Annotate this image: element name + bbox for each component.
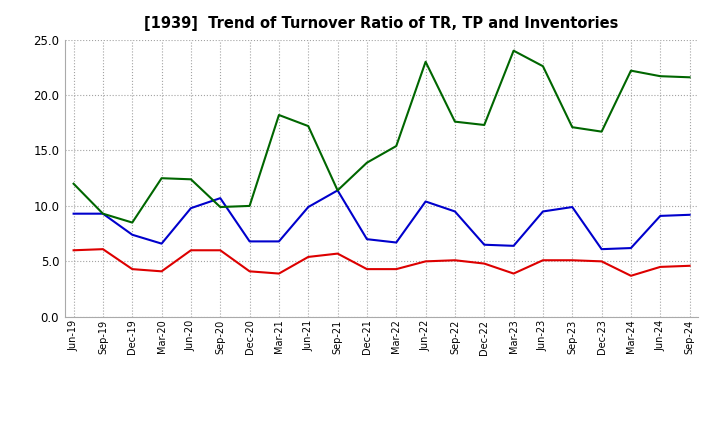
- Title: [1939]  Trend of Turnover Ratio of TR, TP and Inventories: [1939] Trend of Turnover Ratio of TR, TP…: [145, 16, 618, 32]
- Legend: Trade Receivables, Trade Payables, Inventories: Trade Receivables, Trade Payables, Inven…: [164, 439, 599, 440]
